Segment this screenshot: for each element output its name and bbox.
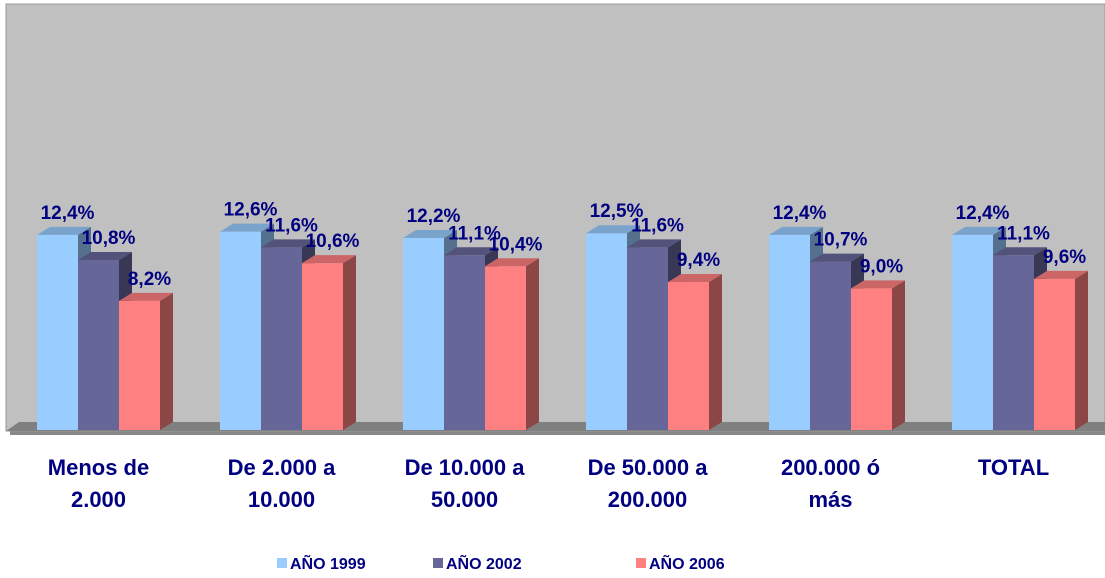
data-label: 12,4% bbox=[41, 203, 95, 224]
bar-top bbox=[261, 239, 315, 248]
bar bbox=[220, 231, 261, 430]
bar-top bbox=[119, 292, 173, 301]
x-tick-label: Menos de 2.000 bbox=[47, 455, 150, 512]
bar-side bbox=[526, 258, 539, 430]
data-label: 12,6% bbox=[224, 200, 278, 221]
bar bbox=[119, 300, 160, 430]
data-label: 9,6% bbox=[1043, 247, 1086, 268]
bar-top bbox=[952, 226, 1006, 235]
bar-top bbox=[302, 255, 356, 264]
bar-top bbox=[403, 229, 457, 238]
bar bbox=[952, 234, 993, 430]
x-tick-label: 200.000 ó más bbox=[780, 455, 881, 512]
bar-side bbox=[160, 292, 173, 430]
bar-side bbox=[1075, 270, 1088, 430]
bar bbox=[810, 261, 851, 430]
data-label: 12,2% bbox=[407, 206, 461, 227]
bar-side bbox=[709, 274, 722, 430]
legend-label: AÑO 2006 bbox=[649, 553, 725, 573]
bar bbox=[586, 233, 627, 430]
data-label: 11,6% bbox=[265, 215, 318, 236]
bar bbox=[37, 234, 78, 430]
bar-top bbox=[627, 239, 681, 248]
bar-top bbox=[1034, 270, 1088, 279]
x-tick-label: TOTAL bbox=[977, 455, 1050, 480]
bar-top bbox=[993, 247, 1047, 256]
data-label: 12,5% bbox=[590, 201, 644, 222]
bar-top bbox=[485, 258, 539, 267]
x-tick-label: De 10.000 a 50.000 bbox=[404, 455, 525, 512]
bar-top bbox=[769, 226, 823, 235]
x-tick-label: De 2.000 a 10.000 bbox=[227, 455, 336, 512]
data-label: 12,4% bbox=[773, 203, 827, 224]
floor bbox=[6, 422, 1105, 431]
bar bbox=[993, 255, 1034, 430]
bar-top bbox=[78, 252, 132, 260]
legend-label: AÑO 2002 bbox=[446, 553, 522, 573]
bar bbox=[78, 260, 119, 430]
bar bbox=[627, 247, 668, 430]
bar bbox=[261, 247, 302, 430]
bar-top bbox=[37, 226, 91, 235]
bar-top bbox=[810, 253, 864, 262]
data-label: 9,0% bbox=[860, 256, 903, 277]
bar bbox=[403, 237, 444, 430]
x-tick-label: De 50.000 a 200.000 bbox=[587, 455, 708, 512]
legend-swatch bbox=[636, 558, 646, 568]
bar bbox=[1034, 278, 1075, 430]
bar-side bbox=[892, 280, 905, 430]
bar bbox=[302, 263, 343, 430]
bar-top bbox=[220, 223, 274, 232]
legend-swatch bbox=[433, 558, 443, 568]
data-label: 11,1% bbox=[448, 223, 501, 244]
plot-area bbox=[5, 3, 1105, 432]
bar bbox=[485, 266, 526, 430]
data-label: 12,4% bbox=[956, 203, 1010, 224]
data-label: 9,4% bbox=[677, 250, 720, 271]
bar-top bbox=[444, 247, 498, 256]
bar-top bbox=[851, 280, 905, 289]
data-label: 11,6% bbox=[631, 215, 684, 236]
bar-side bbox=[343, 255, 356, 430]
data-label: 10,6% bbox=[306, 231, 360, 252]
data-label: 10,8% bbox=[82, 228, 136, 249]
bar-top bbox=[668, 274, 722, 283]
data-label: 10,7% bbox=[814, 230, 868, 251]
data-label: 10,4% bbox=[489, 234, 543, 255]
bar bbox=[444, 255, 485, 430]
data-label: 8,2% bbox=[128, 269, 171, 290]
bar bbox=[851, 288, 892, 430]
legend-label: AÑO 1999 bbox=[290, 553, 366, 573]
data-label: 11,1% bbox=[997, 223, 1050, 244]
legend-swatch bbox=[277, 558, 287, 568]
bar-top bbox=[586, 225, 640, 234]
bar bbox=[769, 234, 810, 430]
bar bbox=[668, 282, 709, 430]
